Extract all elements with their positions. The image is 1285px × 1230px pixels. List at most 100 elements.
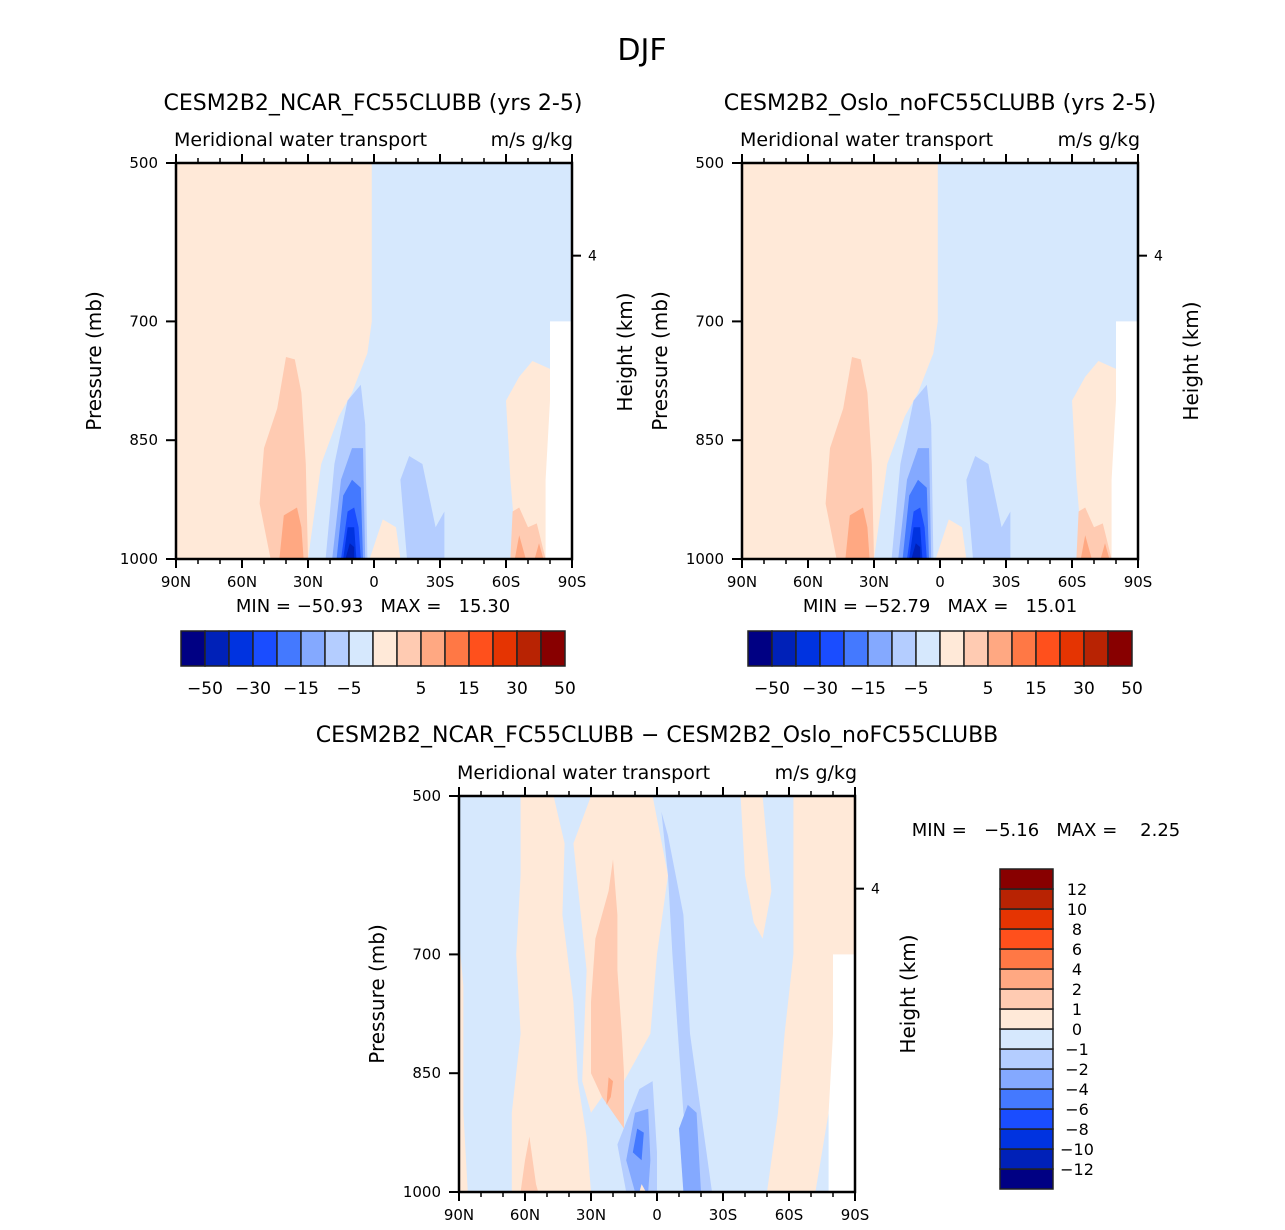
y-tick-label: 1000: [403, 1183, 441, 1201]
panel-oslo: CESM2B2_Oslo_noFC55CLUBB (yrs 2-5) Merid…: [613, 91, 1203, 699]
x-tick-label: 90N: [161, 573, 191, 591]
contour-field: [459, 796, 855, 1192]
colorbar-label: 50: [1121, 679, 1143, 699]
panel-subtitle-left: Meridional water transport: [740, 129, 993, 151]
x-tick-label: 60N: [793, 573, 823, 591]
colorbar-box: [468, 630, 494, 667]
stats-text: MIN = −5.16 MAX = 2.25: [912, 820, 1181, 841]
y-tick-label: 1000: [686, 550, 724, 568]
colorbar-box: [1035, 630, 1061, 667]
colorbar-box: [540, 630, 566, 667]
y-tick-label: 1000: [120, 550, 158, 568]
x-tick-label: 90S: [558, 573, 587, 591]
stats-text: MIN = −52.79 MAX = 15.01: [803, 596, 1077, 617]
colorbar-box: [999, 1048, 1054, 1070]
contour-region: [534, 543, 544, 559]
contour-region: [308, 163, 572, 559]
x-tick-label: 60S: [492, 573, 521, 591]
contour-region: [279, 507, 304, 559]
contour-field: [176, 163, 572, 559]
x-tick-label: 0: [652, 1206, 662, 1224]
contour-region: [661, 811, 712, 1192]
contour-region: [639, 1184, 646, 1192]
x-tick-label: 90S: [841, 1206, 870, 1224]
y-tick-label: 850: [412, 1064, 441, 1082]
colorbar-box: [999, 1088, 1054, 1110]
colorbar-box: [843, 630, 869, 667]
x-tick-label: 0: [369, 573, 379, 591]
colorbar-label: −12: [1060, 1160, 1094, 1179]
contour-region: [1080, 535, 1092, 559]
x-tick-label: 60S: [775, 1206, 804, 1224]
colorbar-label: −30: [235, 679, 271, 699]
colorbar-label: 30: [1073, 679, 1095, 699]
colorbar-box: [999, 1068, 1054, 1090]
colorbar: −50 −30 −15 −5 5 15 30 50: [747, 630, 1143, 699]
colorbar-label: 2: [1072, 980, 1082, 999]
x-tick-label: 30S: [426, 573, 455, 591]
colorbar-box: [999, 1128, 1054, 1150]
y-axis-label: Pressure (mb): [365, 924, 389, 1064]
page-title: DJF: [617, 33, 666, 68]
missing-data-mask: [545, 321, 572, 559]
colorbar-label: 15: [458, 679, 480, 699]
colorbar-label: 5: [983, 679, 994, 699]
contour-region: [606, 1077, 613, 1105]
colorbar-box: [492, 630, 518, 667]
colorbar-label: −30: [802, 679, 838, 699]
panel-title: CESM2B2_NCAR_FC55CLUBB − CESM2B2_Oslo_no…: [316, 723, 999, 748]
colorbar-box: [444, 630, 470, 667]
y-right-axis-label: Height (km): [896, 934, 920, 1053]
colorbar-box: [1059, 630, 1085, 667]
contour-region: [632, 1128, 644, 1161]
colorbar-label: −15: [283, 679, 319, 699]
x-tick-label: 30S: [709, 1206, 738, 1224]
colorbar-box: [987, 630, 1013, 667]
contour-region: [679, 1104, 701, 1192]
missing-data-mask: [828, 954, 855, 1192]
colorbar-label: −6: [1065, 1100, 1089, 1119]
x-tick-label: 90S: [1124, 573, 1153, 591]
y-right-tick-label: 4: [1154, 249, 1163, 265]
colorbar-box: [1107, 630, 1133, 667]
y-tick-label: 500: [129, 154, 158, 172]
panel-ncar: CESM2B2_NCAR_FC55CLUBB (yrs 2-5) Meridio…: [82, 91, 597, 699]
colorbar-label: 30: [506, 679, 528, 699]
y-tick-label: 850: [695, 431, 724, 449]
colorbar-box: [867, 630, 893, 667]
contour-region: [459, 938, 468, 1192]
y-tick-label: 850: [129, 431, 158, 449]
contour-region: [845, 507, 870, 559]
panel-subtitle-right: m/s g/kg: [1058, 129, 1140, 151]
colorbar-box: [396, 630, 422, 667]
colorbar-label: 4: [1072, 960, 1082, 979]
contour-region: [369, 519, 401, 559]
colorbar-label: −15: [850, 679, 886, 699]
y-axis-label: Pressure (mb): [82, 291, 106, 431]
y-tick-label: 700: [695, 312, 724, 330]
colorbar-label: −50: [754, 679, 790, 699]
colorbar-label: 15: [1025, 679, 1047, 699]
colorbar-box: [420, 630, 446, 667]
contour-region: [1072, 321, 1121, 559]
x-tick-label: 0: [935, 573, 945, 591]
panel-difference: CESM2B2_NCAR_FC55CLUBB − CESM2B2_Oslo_no…: [316, 723, 1181, 1224]
y-tick-label: 700: [412, 945, 441, 963]
panel-title: CESM2B2_Oslo_noFC55CLUBB (yrs 2-5): [724, 91, 1156, 116]
colorbar-box: [180, 630, 206, 667]
colorbar-box: [795, 630, 821, 667]
colorbar-box: [348, 630, 374, 667]
colorbar-label: −10: [1060, 1140, 1094, 1159]
panel-subtitle-right: m/s g/kg: [491, 129, 573, 151]
colorbar-box: [1011, 630, 1037, 667]
colorbar-box: [228, 630, 254, 667]
colorbar-box: [819, 630, 845, 667]
missing-data-mask: [1111, 321, 1138, 559]
contour-region: [345, 543, 355, 559]
colorbar-label: −2: [1065, 1060, 1089, 1079]
colorbar-box: [891, 630, 917, 667]
colorbar-box: [747, 630, 773, 667]
colorbar-label: 50: [554, 679, 576, 699]
colorbar-label: −4: [1065, 1080, 1089, 1099]
